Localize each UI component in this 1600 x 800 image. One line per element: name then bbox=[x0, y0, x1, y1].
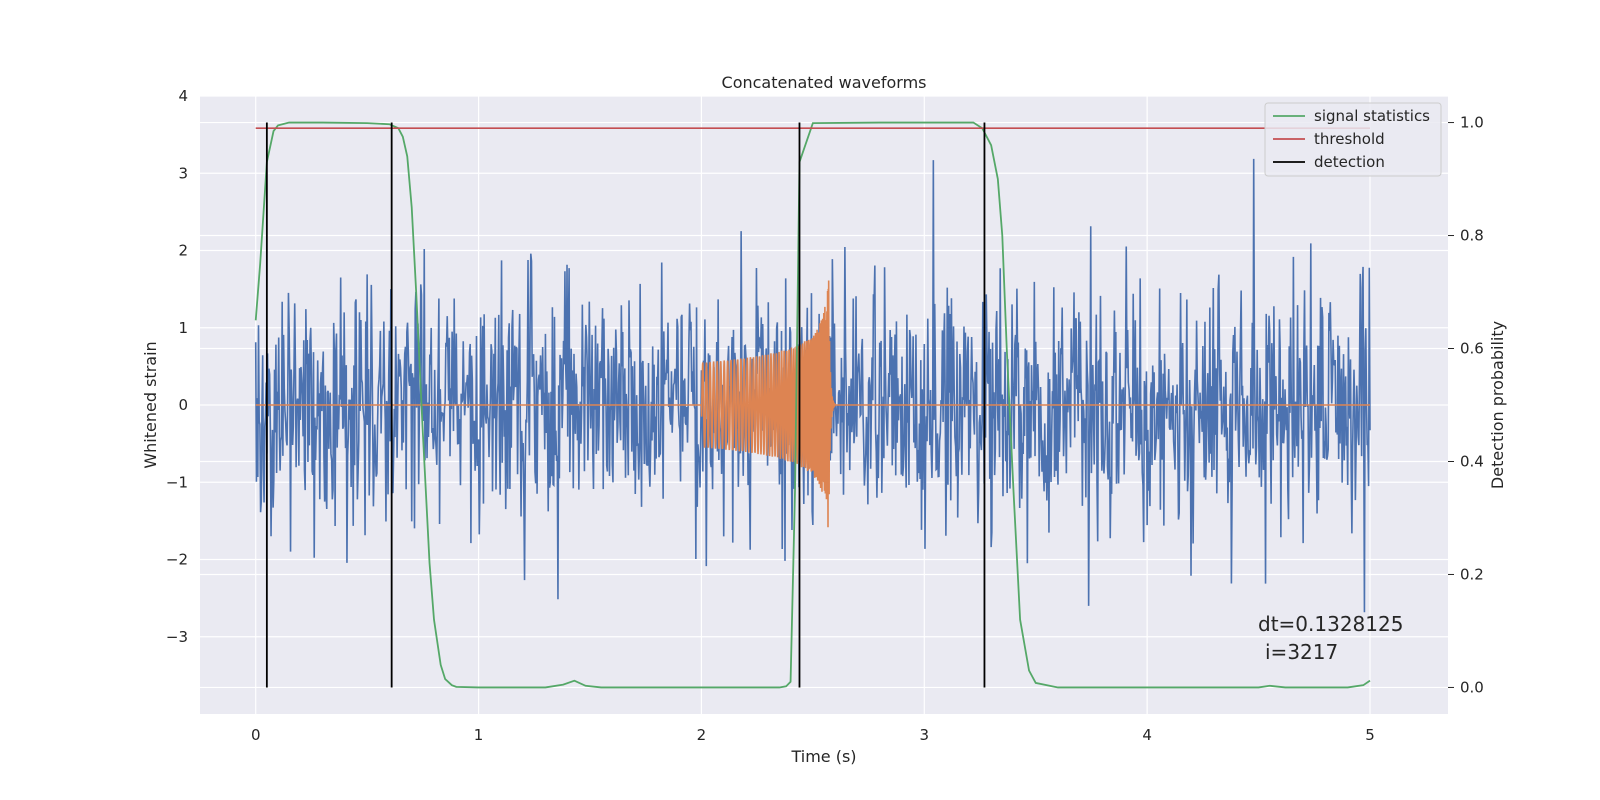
legend-label-signal-statistics: signal statistics bbox=[1314, 107, 1430, 125]
y-axis-label-left: Whitened strain bbox=[141, 341, 160, 468]
x-tick-label: 1 bbox=[474, 726, 484, 744]
annotation-i: i=3217 bbox=[1265, 640, 1338, 664]
ticks: 0 1 2 3 4 5 −3 −2 −1 0 1 2 3 4 0.0 0.2 0.4 0.6 0.8 1.0 bbox=[166, 87, 1484, 744]
x-tick-label: 4 bbox=[1142, 726, 1152, 744]
detection-series bbox=[265, 122, 986, 688]
y-axis-label-right: Detection probability bbox=[1488, 321, 1507, 489]
y-tick-label-right: 0.8 bbox=[1460, 227, 1484, 245]
y-tick-label-left: 3 bbox=[178, 164, 188, 182]
x-tick-label: 5 bbox=[1365, 726, 1375, 744]
noise-series bbox=[254, 158, 1371, 613]
y-tick-label-left: 2 bbox=[178, 242, 188, 260]
y-tick-label-right: 0.4 bbox=[1460, 452, 1484, 470]
y-tick-label-left: 4 bbox=[178, 87, 188, 105]
y-tick-label-left: −3 bbox=[166, 628, 188, 646]
y-tick-label-left: −1 bbox=[166, 473, 188, 491]
legend-box bbox=[1264, 102, 1442, 177]
y-tick-label-right: 0.0 bbox=[1460, 678, 1484, 696]
y-tick-label-left: 0 bbox=[178, 396, 188, 414]
legend-label-detection: detection bbox=[1314, 153, 1385, 171]
y-tick-label-right: 0.2 bbox=[1460, 565, 1484, 583]
x-axis-label: Time (s) bbox=[790, 747, 856, 766]
x-tick-label: 0 bbox=[251, 726, 261, 744]
waveform-series bbox=[255, 280, 1370, 528]
waveform-line bbox=[255, 280, 1370, 528]
x-tick-label: 2 bbox=[697, 726, 707, 744]
y-tick-label-left: 1 bbox=[178, 319, 188, 337]
annotation-dt: dt=0.1328125 bbox=[1258, 612, 1403, 636]
y-tick-label-left: −2 bbox=[166, 551, 188, 569]
legend: signal statistics threshold detection bbox=[1264, 102, 1442, 177]
y-tick-label-right: 0.6 bbox=[1460, 340, 1484, 358]
noise-line bbox=[254, 158, 1371, 613]
y-tick-label-right: 1.0 bbox=[1460, 114, 1484, 132]
x-tick-label: 3 bbox=[920, 726, 930, 744]
legend-label-threshold: threshold bbox=[1314, 130, 1385, 148]
chart-title: Concatenated waveforms bbox=[722, 73, 927, 92]
